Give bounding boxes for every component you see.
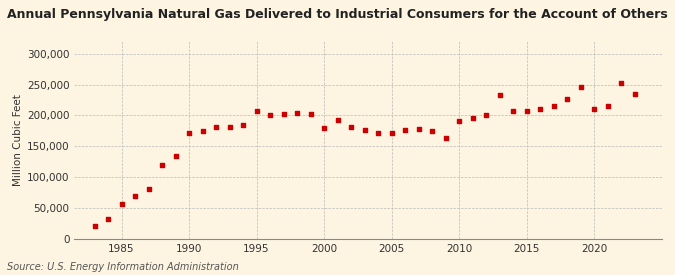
Point [616, 81, 626, 86]
Point [278, 112, 289, 117]
Point [346, 124, 356, 129]
Text: Annual Pennsylvania Natural Gas Delivered to Industrial Consumers for the Accoun: Annual Pennsylvania Natural Gas Delivere… [7, 8, 668, 21]
Point [413, 127, 424, 131]
Point [629, 92, 640, 96]
Point [170, 153, 181, 158]
Point [359, 128, 370, 132]
Point [535, 107, 545, 112]
Point [184, 131, 194, 135]
Point [562, 97, 572, 101]
Y-axis label: Million Cubic Feet: Million Cubic Feet [13, 94, 22, 186]
Point [332, 118, 343, 123]
Point [494, 93, 505, 97]
Point [238, 123, 248, 127]
Point [157, 163, 167, 167]
Point [211, 125, 221, 130]
Point [103, 217, 113, 222]
Point [89, 224, 100, 229]
Point [454, 119, 464, 123]
Point [602, 104, 613, 108]
Point [305, 111, 316, 116]
Point [265, 113, 275, 118]
Point [467, 116, 478, 120]
Point [224, 125, 235, 130]
Point [197, 129, 208, 133]
Point [575, 85, 586, 89]
Point [521, 109, 532, 113]
Point [319, 126, 329, 130]
Point [386, 131, 397, 135]
Point [251, 109, 262, 113]
Point [130, 194, 140, 198]
Point [116, 202, 127, 206]
Point [548, 104, 559, 108]
Point [440, 136, 451, 140]
Point [143, 186, 154, 191]
Point [373, 131, 383, 135]
Point [292, 111, 302, 115]
Point [427, 129, 437, 133]
Point [481, 113, 491, 118]
Point [589, 106, 599, 111]
Text: Source: U.S. Energy Information Administration: Source: U.S. Energy Information Administ… [7, 262, 238, 272]
Point [508, 109, 518, 113]
Point [400, 128, 410, 132]
